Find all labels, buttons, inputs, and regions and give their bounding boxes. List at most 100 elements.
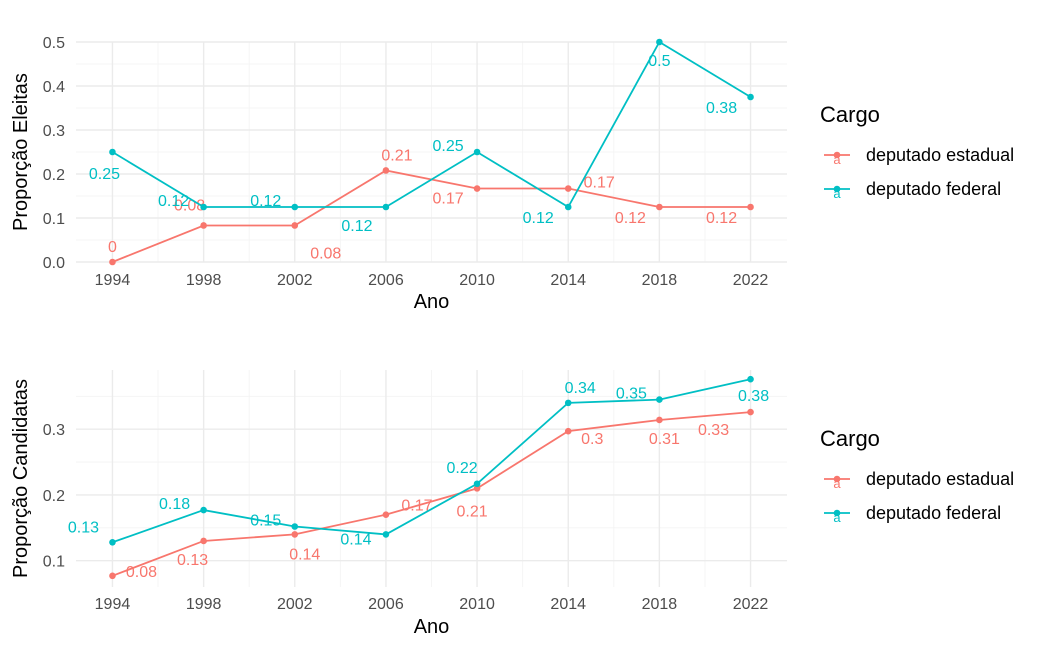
legend-key-glyph: a — [833, 510, 841, 525]
data-label: 0.25 — [89, 166, 120, 183]
data-point — [382, 511, 390, 518]
data-label: 0.38 — [738, 388, 769, 405]
series-line-2 — [111, 40, 752, 209]
y-tick-label: 0.0 — [43, 255, 65, 272]
legend-key-point — [833, 475, 841, 483]
x-tick-label: 2014 — [550, 596, 586, 613]
data-point — [564, 185, 572, 192]
data-label: 0.08 — [126, 564, 157, 581]
y-tick-label: 0.5 — [43, 35, 65, 52]
y-tick-label: 0.3 — [43, 422, 65, 439]
x-tick-label: 1994 — [95, 272, 131, 289]
data-point — [656, 38, 663, 46]
data-label: 0.34 — [565, 380, 596, 397]
legend-label: deputado federal — [866, 179, 1001, 199]
data-label: 0.12 — [523, 210, 554, 227]
x-tick-label: 2002 — [277, 596, 313, 613]
data-label: 0.17 — [401, 498, 432, 515]
y-axis-title: Proporção Candidatas — [10, 379, 32, 578]
x-tick-label: 2010 — [459, 272, 495, 289]
data-point — [656, 203, 663, 211]
data-label: 0.14 — [340, 531, 371, 548]
legend-key-glyph: a — [833, 186, 841, 201]
data-point — [109, 538, 116, 546]
data-point — [747, 93, 754, 101]
data-point — [656, 396, 663, 403]
data-label: 0.38 — [706, 100, 737, 117]
data-point — [473, 185, 481, 192]
data-point — [109, 148, 116, 156]
x-tick-label: 1994 — [95, 596, 131, 613]
data-point — [291, 222, 299, 229]
legend-item: a deputado estadual — [824, 469, 1014, 491]
chart-panel-1: 1994 1998 2002 2006 2010 2014 2018 2022 0.0 0.1 0.… — [10, 35, 1014, 313]
data-point — [473, 148, 481, 156]
data-label: 0.15 — [250, 513, 281, 530]
data-point — [200, 203, 207, 211]
data-point — [382, 531, 390, 538]
data-point — [200, 222, 207, 229]
x-tick-label: 2014 — [550, 272, 586, 289]
y-tick-label: 0.2 — [43, 488, 65, 505]
legend-label: deputado federal — [866, 503, 1001, 523]
data-label: 0.21 — [381, 147, 412, 164]
x-tick-label: 2010 — [459, 596, 495, 613]
legend-item: a deputado federal — [824, 179, 1001, 201]
x-tick-label: 2002 — [277, 272, 313, 289]
x-axis-title: Ano — [414, 616, 450, 638]
data-point — [473, 485, 481, 492]
data-label: 0.12 — [250, 193, 281, 210]
data-point — [382, 203, 390, 211]
data-point — [109, 572, 116, 580]
data-label: 0.25 — [433, 138, 464, 155]
x-tick-label: 2022 — [733, 596, 769, 613]
data-label: 0.35 — [616, 386, 647, 403]
legend-title: Cargo — [820, 102, 880, 127]
data-label: 0.12 — [615, 210, 646, 227]
y-tick-label: 0.1 — [43, 554, 65, 571]
x-tick-label: 2022 — [733, 272, 769, 289]
data-label: 0.3 — [581, 431, 603, 448]
data-label: 0.12 — [341, 218, 372, 235]
data-label: 0.12 — [158, 193, 189, 210]
x-tick-label: 2006 — [368, 596, 404, 613]
data-label: 0.33 — [698, 422, 729, 439]
legend-title: Cargo — [820, 426, 880, 451]
data-point — [291, 203, 299, 211]
x-tick-label: 1998 — [186, 596, 222, 613]
data-point — [200, 537, 207, 545]
data-label: 0.08 — [310, 245, 341, 262]
legend-key-point — [833, 185, 841, 193]
series-line-1 — [112, 411, 751, 577]
data-point — [564, 203, 572, 211]
legend-label: deputado estadual — [866, 145, 1014, 165]
y-tick-label: 0.3 — [43, 123, 65, 140]
data-label: 0 — [108, 239, 117, 256]
data-point — [109, 258, 116, 266]
data-point — [473, 480, 481, 488]
legend-label: deputado estadual — [866, 469, 1014, 489]
data-point — [291, 523, 299, 530]
data-point — [747, 408, 754, 416]
legend-key-point — [833, 151, 841, 159]
data-label: 0.17 — [584, 175, 615, 192]
data-point — [200, 506, 207, 514]
x-tick-label: 2018 — [642, 596, 678, 613]
chart-panel-2: 1994 1998 2002 2006 2010 2014 2018 2022 0.1 0.2 0.… — [10, 370, 1014, 638]
x-tick-label: 2018 — [642, 272, 678, 289]
x-tick-label: 1998 — [186, 272, 222, 289]
y-tick-label: 0.4 — [43, 79, 65, 96]
data-label: 0.13 — [177, 552, 208, 569]
data-label: 0.12 — [706, 210, 737, 227]
y-axis-title: Proporção Eleitas — [10, 73, 32, 231]
data-point — [564, 399, 572, 407]
legend-item: a deputado federal — [824, 503, 1001, 525]
x-tick-label: 2006 — [368, 272, 404, 289]
y-tick-label: 0.2 — [43, 167, 65, 184]
data-label: 0.31 — [649, 431, 680, 448]
data-point — [291, 531, 299, 538]
data-point — [747, 375, 754, 383]
data-label: 0.18 — [159, 496, 190, 513]
data-point — [656, 416, 663, 424]
